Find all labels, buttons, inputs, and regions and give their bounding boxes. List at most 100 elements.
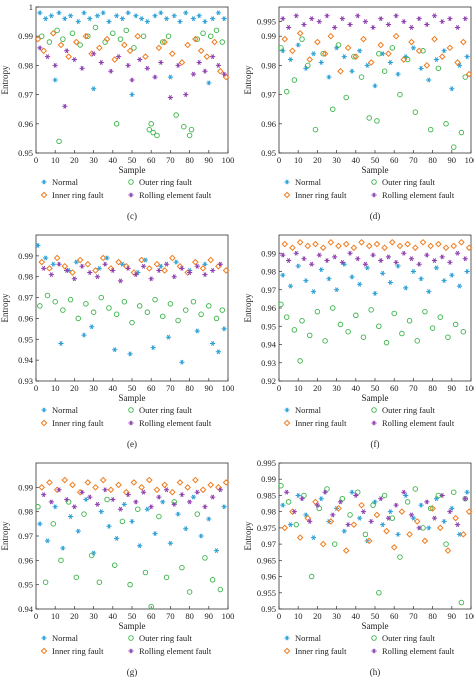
data-point — [144, 65, 150, 71]
x-tick-label: 0 — [34, 611, 38, 621]
data-point — [353, 312, 359, 319]
legend-marker — [371, 648, 377, 654]
data-point — [387, 60, 393, 65]
x-tick-label: 50 — [371, 611, 380, 621]
legend-label: Normal — [295, 633, 322, 643]
data-point — [179, 359, 185, 365]
data-point — [190, 16, 197, 22]
data-point — [215, 62, 221, 68]
data-point — [281, 524, 289, 532]
data-point — [439, 493, 445, 498]
data-point — [67, 296, 74, 303]
x-tick-label: 50 — [371, 383, 380, 393]
data-point — [439, 254, 445, 260]
legend-label: Outer ring fault — [382, 177, 436, 187]
data-point — [350, 244, 358, 252]
data-point — [133, 13, 139, 19]
x-tick-label: 90 — [205, 611, 214, 621]
data-point — [125, 265, 131, 271]
data-point — [327, 518, 335, 525]
x-tick-label: 40 — [109, 611, 118, 621]
legend-label: Rolling element fault — [382, 190, 455, 200]
data-point — [330, 305, 336, 311]
data-point — [123, 27, 129, 34]
data-point — [96, 265, 102, 271]
data-point — [155, 44, 163, 52]
data-point — [64, 497, 70, 502]
data-point — [304, 514, 312, 522]
data-point — [283, 88, 290, 95]
data-point — [358, 74, 365, 80]
data-point — [107, 486, 115, 494]
data-point — [447, 259, 453, 265]
data-point — [280, 16, 286, 22]
x-tick-label: 30 — [332, 383, 341, 393]
data-point — [358, 501, 365, 509]
data-point — [380, 270, 386, 276]
data-point — [374, 118, 380, 124]
data-point — [75, 528, 81, 534]
data-point — [362, 261, 368, 267]
x-tick-label: 20 — [70, 383, 79, 393]
data-point — [349, 489, 355, 495]
data-point — [385, 50, 392, 58]
chart-panel: 0 10 20 30 40 50 60 70 80 90 100 0.95 0.96 0.97 0.98 0.… — [0, 2, 234, 221]
data-point — [84, 260, 92, 268]
data-point — [158, 263, 164, 269]
y-tick-label: 0.94 — [18, 355, 34, 365]
legend-marker — [371, 420, 377, 426]
data-point — [418, 502, 424, 508]
data-point — [385, 515, 392, 521]
data-point — [67, 514, 74, 519]
data-point — [56, 10, 62, 16]
x-tick-label: 30 — [89, 155, 98, 165]
legend-marker — [284, 407, 290, 413]
data-point — [159, 39, 166, 45]
data-point — [179, 492, 185, 498]
data-point — [52, 504, 58, 510]
data-point — [295, 493, 301, 498]
data-point — [87, 16, 93, 22]
data-point — [43, 16, 49, 22]
data-point — [281, 240, 289, 248]
legend-marker — [41, 179, 47, 185]
data-point — [207, 481, 215, 489]
data-point — [366, 115, 372, 121]
data-point — [454, 250, 461, 256]
data-point — [148, 603, 154, 610]
panel-label: (h) — [370, 667, 381, 677]
panel-label: (c) — [127, 211, 137, 221]
data-point — [344, 44, 352, 52]
data-point — [303, 278, 309, 284]
data-point — [163, 574, 170, 581]
legend-marker — [284, 635, 290, 641]
legend-label: Outer ring fault — [382, 633, 436, 643]
data-point — [221, 504, 227, 510]
data-point — [187, 499, 193, 505]
data-point — [416, 16, 422, 22]
data-point — [96, 44, 103, 52]
data-point — [438, 53, 446, 60]
data-point — [381, 68, 388, 74]
data-point — [90, 309, 97, 315]
data-point — [410, 269, 416, 274]
data-point — [73, 259, 79, 265]
data-point — [365, 537, 373, 545]
data-point — [330, 106, 336, 112]
data-point — [345, 522, 351, 528]
data-point — [71, 504, 77, 510]
legend-marker — [128, 407, 134, 413]
data-point — [217, 261, 223, 267]
data-point — [110, 497, 116, 502]
data-point — [337, 499, 344, 505]
y-tick-label: 0.98 — [261, 60, 276, 70]
data-point — [126, 47, 134, 55]
data-point — [312, 498, 319, 506]
data-point — [46, 265, 53, 272]
data-point — [152, 531, 158, 537]
x-tick-label: 20 — [70, 155, 79, 165]
x-tick-label: 100 — [222, 383, 235, 393]
data-point — [221, 71, 227, 77]
x-tick-label: 70 — [166, 611, 175, 621]
data-point — [287, 522, 294, 528]
